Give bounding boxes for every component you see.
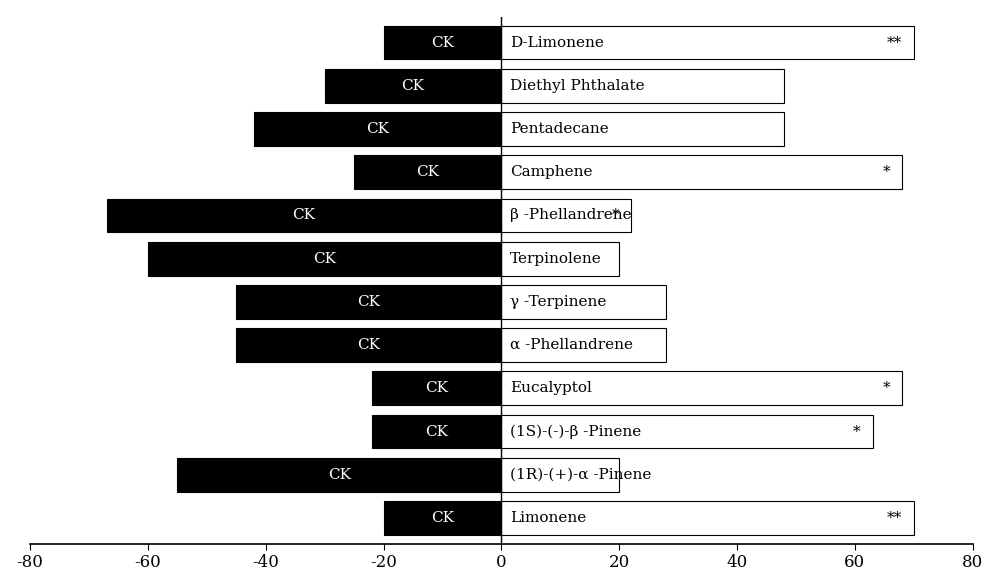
Text: **: ** bbox=[887, 36, 902, 49]
Text: D-Limonene: D-Limonene bbox=[510, 36, 604, 49]
Text: CK: CK bbox=[431, 511, 454, 525]
Text: *: * bbox=[612, 209, 619, 222]
Text: Camphene: Camphene bbox=[510, 165, 593, 179]
Bar bbox=[107, 199, 501, 232]
Text: Diethyl Phthalate: Diethyl Phthalate bbox=[510, 79, 645, 93]
Text: γ -Terpinene: γ -Terpinene bbox=[510, 295, 607, 309]
Bar bbox=[501, 328, 666, 362]
Text: CK: CK bbox=[293, 209, 316, 222]
Text: CK: CK bbox=[402, 79, 425, 93]
Text: β -Phellandrene: β -Phellandrene bbox=[510, 209, 632, 222]
Bar bbox=[501, 415, 873, 449]
Text: CK: CK bbox=[416, 165, 439, 179]
Bar bbox=[501, 242, 619, 276]
Text: Eucalyptol: Eucalyptol bbox=[510, 382, 592, 395]
Bar bbox=[354, 155, 501, 189]
Bar bbox=[177, 458, 501, 492]
Bar bbox=[384, 501, 501, 535]
Bar bbox=[148, 242, 501, 276]
Bar bbox=[501, 112, 784, 146]
Bar bbox=[501, 69, 784, 103]
Text: CK: CK bbox=[425, 382, 448, 395]
Text: Limonene: Limonene bbox=[510, 511, 586, 525]
Bar bbox=[501, 26, 914, 59]
Text: Pentadecane: Pentadecane bbox=[510, 122, 609, 136]
Text: CK: CK bbox=[366, 122, 389, 136]
Text: Terpinolene: Terpinolene bbox=[510, 252, 602, 266]
Bar bbox=[501, 155, 902, 189]
Bar bbox=[501, 372, 902, 405]
Text: *: * bbox=[883, 165, 890, 179]
Bar bbox=[501, 199, 631, 232]
Bar bbox=[372, 415, 501, 449]
Bar bbox=[501, 285, 666, 319]
Bar bbox=[501, 501, 914, 535]
Text: CK: CK bbox=[357, 295, 380, 309]
Text: **: ** bbox=[887, 511, 902, 525]
Text: CK: CK bbox=[431, 36, 454, 49]
Bar bbox=[254, 112, 501, 146]
Text: CK: CK bbox=[425, 425, 448, 439]
Bar bbox=[384, 26, 501, 59]
Bar bbox=[236, 328, 501, 362]
Bar bbox=[325, 69, 501, 103]
Text: α -Phellandrene: α -Phellandrene bbox=[510, 338, 633, 352]
Text: CK: CK bbox=[313, 252, 336, 266]
Bar bbox=[372, 372, 501, 405]
Text: CK: CK bbox=[357, 338, 380, 352]
Bar bbox=[236, 285, 501, 319]
Text: (1R)-(+)-α -Pinene: (1R)-(+)-α -Pinene bbox=[510, 468, 652, 482]
Text: *: * bbox=[853, 425, 861, 439]
Text: *: * bbox=[883, 382, 890, 395]
Text: (1S)-(-)-β -Pinene: (1S)-(-)-β -Pinene bbox=[510, 425, 641, 439]
Bar bbox=[501, 458, 619, 492]
Text: CK: CK bbox=[328, 468, 351, 482]
